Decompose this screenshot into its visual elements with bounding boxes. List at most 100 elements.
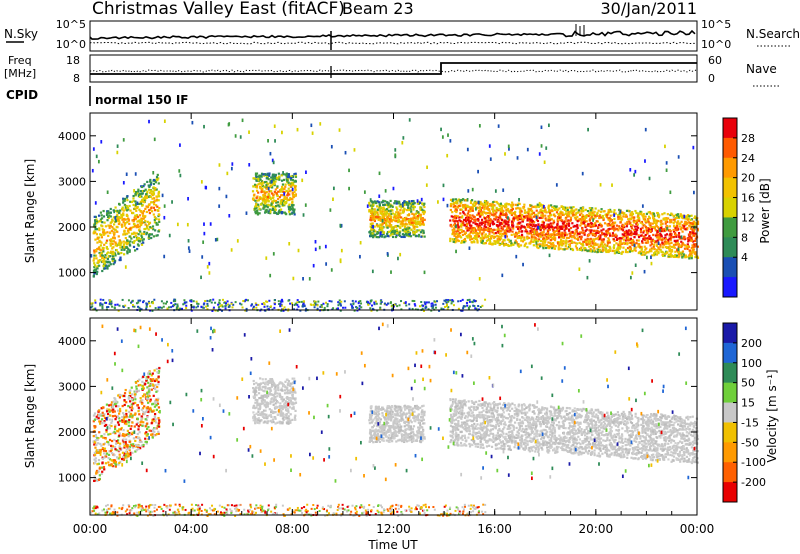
data-point [116,211,119,214]
data-point [99,220,102,223]
data-point [544,214,547,217]
data-point [646,229,649,232]
data-point [293,186,297,189]
data-point [408,202,411,205]
data-point [624,239,628,242]
data-point [557,248,560,251]
data-point [157,177,160,180]
data-point [537,225,539,230]
data-point [260,182,263,185]
data-point [576,220,579,223]
data-point [677,155,680,159]
data-point [411,299,414,302]
data-point [407,229,410,233]
data-point [266,174,269,177]
data-point [672,246,675,249]
data-point [369,300,372,303]
data-point [140,308,143,311]
data-point [628,250,632,253]
data-point [486,201,489,204]
data-point [302,277,304,281]
data-point [131,219,134,222]
data-point [638,245,641,248]
data-point [452,232,455,235]
data-point [562,239,565,243]
data-point [201,306,204,309]
noise-right-tick-bottom: 10^0 [701,38,731,51]
data-point [377,218,380,222]
data-point [644,248,647,251]
data-point [686,247,689,251]
data-point [578,267,581,271]
data-point [125,246,128,249]
data-point [214,238,217,242]
data-point [681,230,684,233]
data-point [670,232,673,236]
data-point [460,223,463,227]
data-point [112,227,115,230]
data-point [239,302,242,305]
data-point [127,231,130,234]
data-point [157,308,160,311]
data-point [492,222,496,225]
data-point [555,229,558,233]
data-point [593,223,596,226]
data-point [618,225,621,228]
data-point [515,233,518,236]
data-point [588,224,591,227]
data-point [522,207,525,210]
data-point [105,301,108,304]
data-point [593,210,596,213]
data-point [117,252,120,255]
data-point [105,246,108,249]
data-point [273,124,276,128]
data-point [481,238,484,241]
data-point [146,205,150,208]
data-point [232,303,235,306]
data-point [113,237,116,240]
data-point [246,299,249,302]
data-point [509,212,512,215]
data-point [498,216,501,219]
data-point [559,232,563,235]
data-point [99,259,102,262]
data-point [367,302,370,305]
data-point [490,205,493,208]
noise-left-tick-bottom: 10^0 [56,38,86,51]
data-point [513,233,516,236]
data-point [99,244,102,247]
data-point [266,195,270,199]
data-point [289,185,292,188]
data-point [377,206,381,209]
data-point [372,230,375,233]
data-point [460,236,463,239]
data-point [677,256,680,259]
data-point [471,187,474,192]
data-point [461,220,464,224]
data-point [617,216,620,219]
data-point [607,222,610,226]
data-point [340,300,343,303]
data-point [604,213,607,216]
data-point [665,233,669,236]
data-point [342,306,345,309]
data-point [93,251,96,254]
data-point [370,206,374,210]
data-point [323,306,326,309]
data-point [643,269,646,274]
data-point [633,243,636,248]
data-point [111,240,114,243]
data-point [490,237,493,240]
nave-trace [89,69,697,73]
data-point [267,186,270,191]
data-point [121,298,124,301]
data-point [114,254,117,257]
data-point [416,222,419,225]
data-point [267,139,269,143]
data-point [677,233,681,237]
data-point [96,265,99,268]
data-point [119,243,122,247]
data-point [374,233,377,236]
data-point [550,218,553,221]
